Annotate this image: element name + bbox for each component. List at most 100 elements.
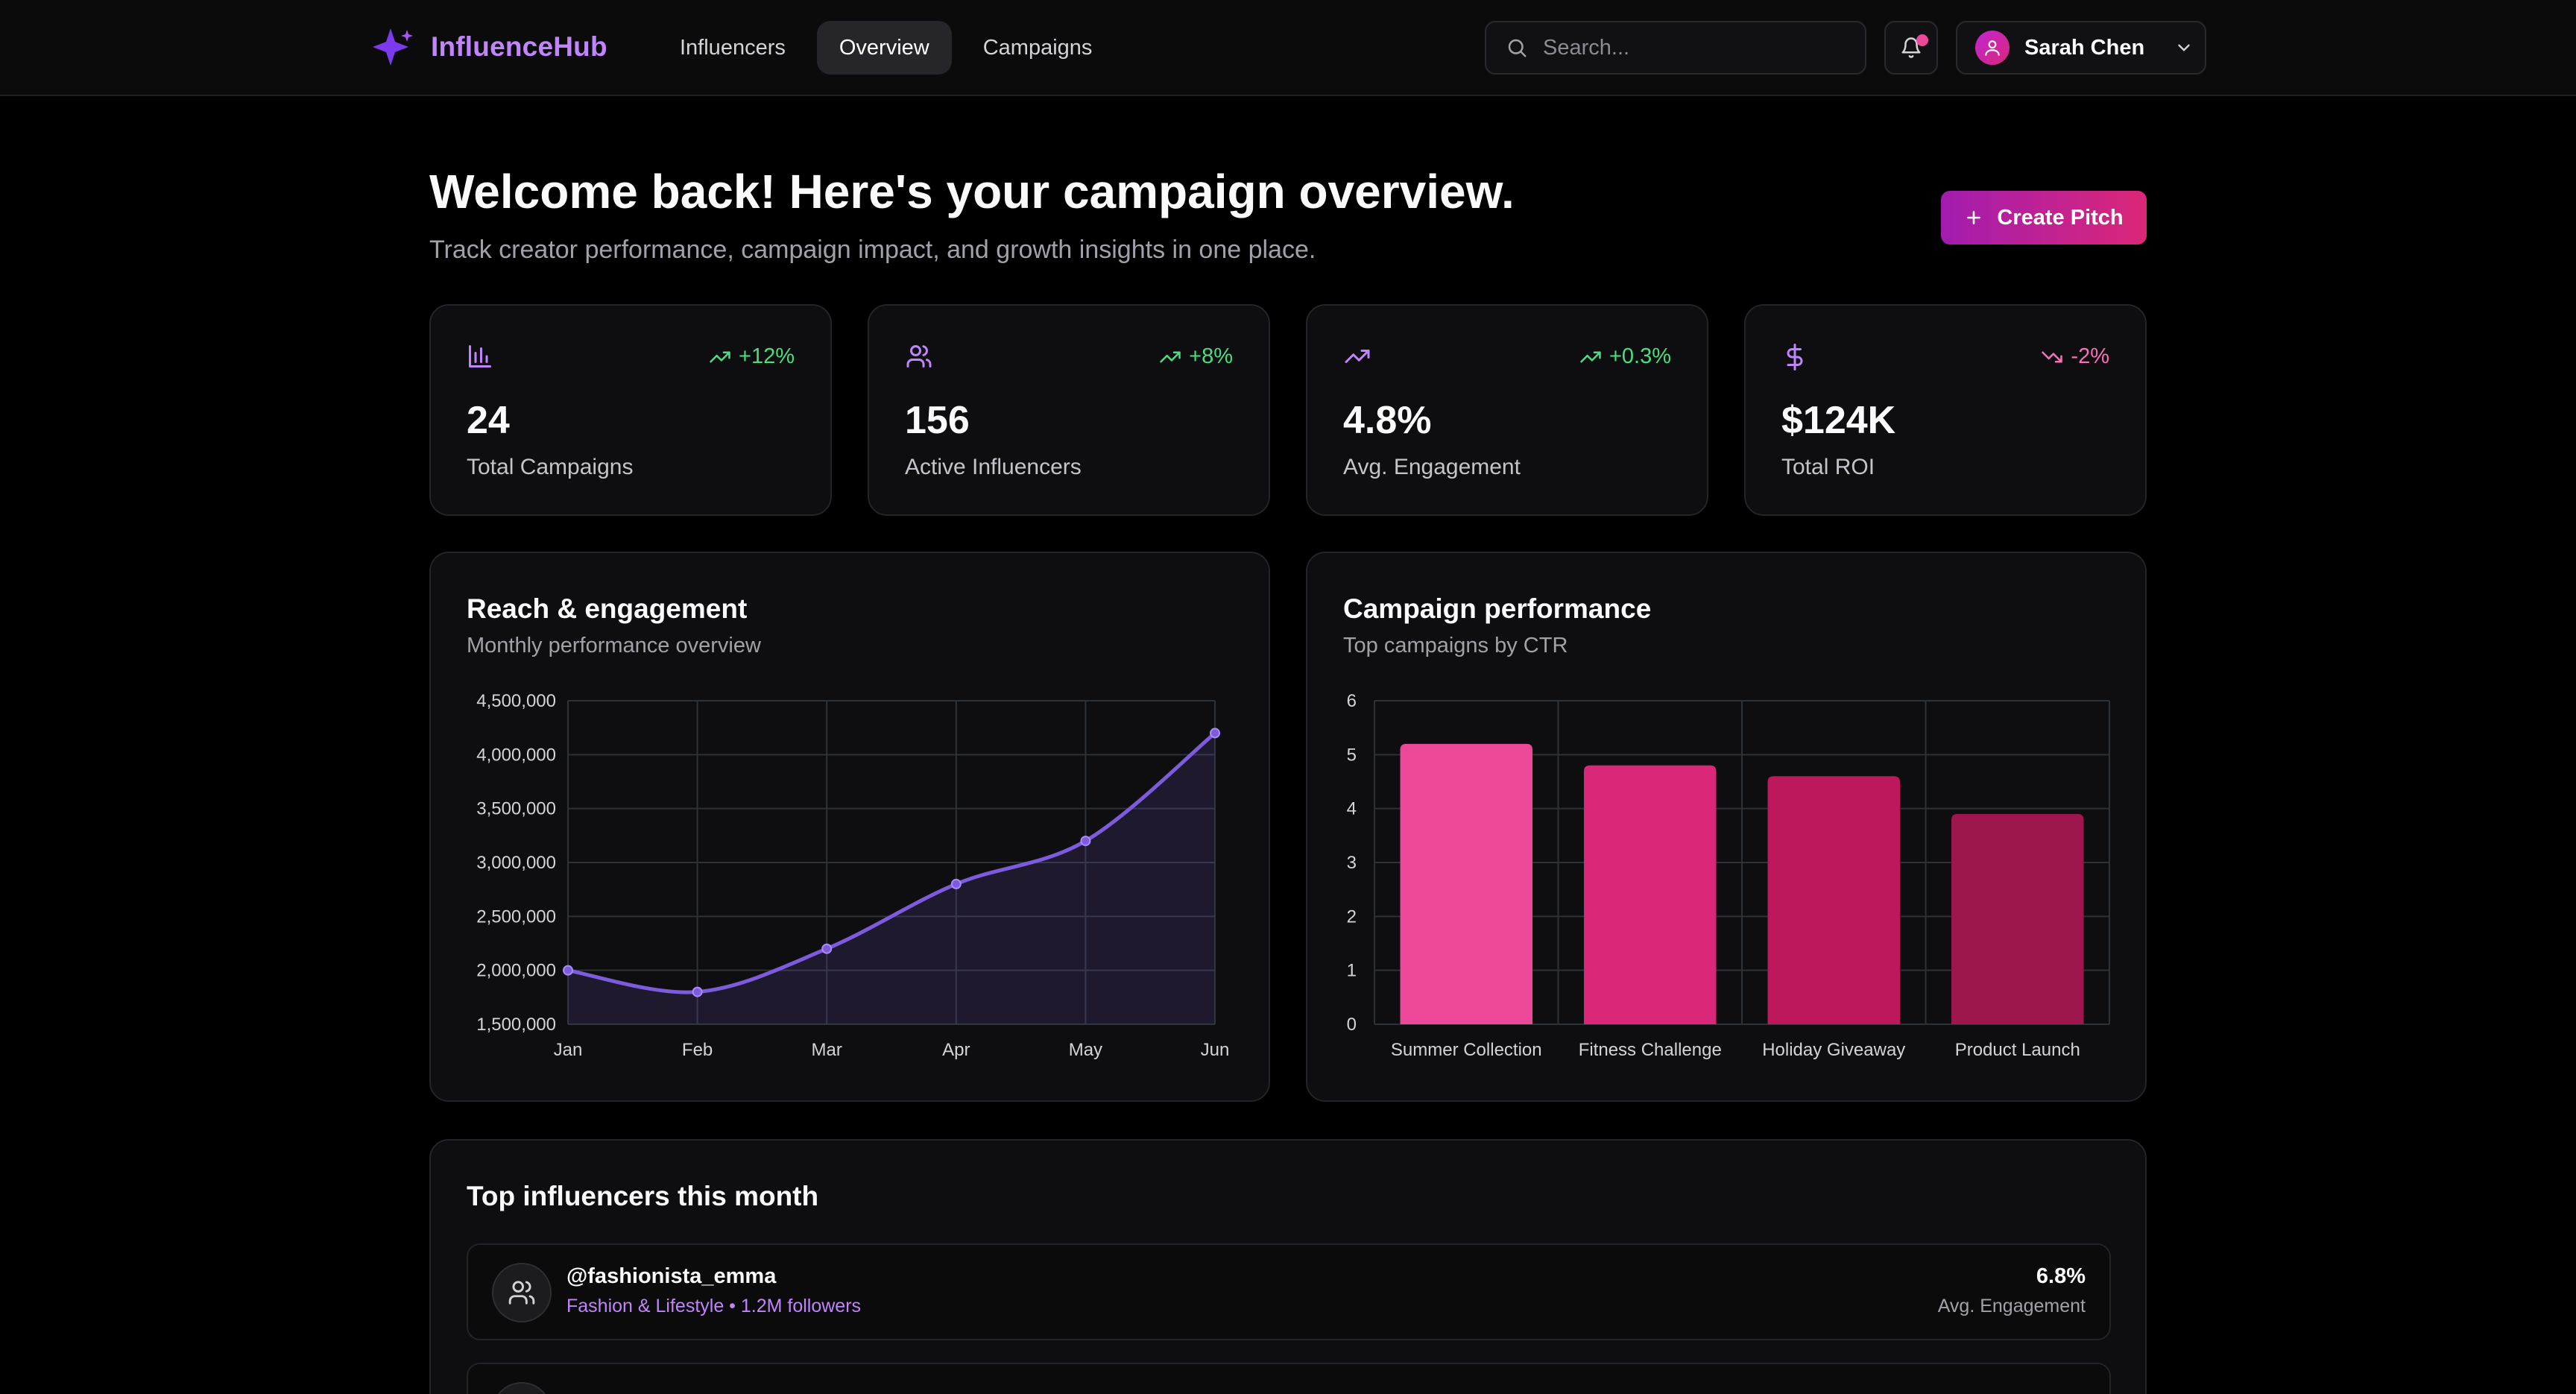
nav-link-overview[interactable]: Overview [816, 21, 952, 75]
stat-label: Avg. Engagement [1343, 455, 1521, 479]
search-box[interactable] [1485, 21, 1866, 75]
campaign-performance-card: 0 1 2 3 4 5 6 Summer Collection Fitness Challeng… [1306, 552, 2147, 1102]
trending-up-icon [1345, 350, 1370, 363]
card-title: Top influencers this month [467, 1181, 819, 1211]
trend-badge: +8% [1159, 344, 1233, 369]
x-tick-label: May [1069, 1040, 1102, 1060]
data-point [950, 878, 962, 889]
series-line [567, 731, 1216, 994]
stat-card-avg-engagement: +0.3% 4.8% Avg. Engagement [1306, 304, 1708, 516]
y-tick-label: 1 [1347, 961, 1357, 981]
influencer-row[interactable] [467, 1363, 2111, 1394]
trending-down-icon [2042, 351, 2063, 362]
user-icon [1985, 40, 2000, 56]
brand-logo[interactable]: InfluenceHub [370, 27, 607, 67]
influencer-engagement: 6.8% [2036, 1264, 2086, 1288]
y-tick-label: 0 [1347, 1015, 1357, 1035]
chevron-down-icon [2178, 44, 2190, 51]
y-tick-label: 1,500,000 [476, 1015, 556, 1035]
x-tick-label: Jun [1201, 1040, 1230, 1060]
influencer-handle: @fashionista_emma [566, 1264, 777, 1288]
nav-link-campaigns[interactable]: Campaigns [982, 35, 1093, 60]
influencer-avatar [492, 1263, 552, 1322]
top-influencers-card: Top influencers this month @fashionista_… [429, 1139, 2147, 1394]
user-menu[interactable]: Sarah Chen [1956, 21, 2206, 75]
trend-badge: +12% [709, 344, 795, 369]
nav-links: Influencers Overview Campaigns [657, 21, 1114, 75]
trending-up-icon [1580, 351, 1601, 362]
search-icon [1508, 39, 1527, 57]
bar [1400, 743, 1532, 1024]
y-tick-label: 4,000,000 [476, 745, 556, 765]
stat-label: Active Influencers [905, 455, 1082, 479]
trend-value: +0.3% [1609, 344, 1671, 368]
stat-card-total-campaigns: +12% 24 Total Campaigns [429, 304, 832, 516]
bar [1584, 765, 1717, 1024]
stat-value: 156 [905, 399, 970, 442]
users-icon [508, 1281, 535, 1305]
influencer-row[interactable]: @fashionista_emma Fashion & Lifestyle • … [467, 1243, 2111, 1340]
card-title: Reach & engagement [467, 593, 748, 624]
card-subtitle: Top campaigns by CTR [1343, 634, 1568, 657]
y-tick-label: 6 [1347, 691, 1357, 711]
page-title: Welcome back! Here's your campaign overv… [429, 165, 1515, 218]
y-tick-label: 4,500,000 [476, 691, 556, 711]
stat-value: 24 [467, 399, 510, 442]
y-tick-label: 5 [1347, 745, 1357, 765]
user-avatar [1975, 31, 2010, 65]
users-icon [906, 345, 932, 368]
user-name: Sarah Chen [2024, 35, 2145, 60]
data-point [1080, 836, 1091, 847]
x-tick-label: Mar [812, 1040, 842, 1060]
x-tick-label: Product Launch [1955, 1040, 2080, 1060]
nav-link-influencers[interactable]: Influencers [680, 35, 786, 60]
stat-card-total-roi: -2% $124K Total ROI [1744, 304, 2147, 516]
dollar-icon [1787, 344, 1803, 370]
create-pitch-label: Create Pitch [1997, 205, 2124, 230]
bar [1767, 776, 1900, 1024]
data-point [563, 965, 573, 976]
influencer-avatar [492, 1382, 552, 1394]
card-subtitle: Monthly performance overview [467, 634, 761, 657]
notifications-button[interactable] [1884, 21, 1938, 75]
data-point [821, 943, 833, 954]
y-tick-label: 3,000,000 [476, 853, 556, 873]
brand-name: InfluenceHub [431, 31, 607, 62]
stat-value: 4.8% [1343, 399, 1432, 442]
engagement-label: Avg. Engagement [1937, 1296, 2086, 1316]
trending-up-icon [710, 351, 730, 362]
trend-value: -2% [2071, 344, 2109, 368]
page-subtitle: Track creator performance, campaign impa… [429, 236, 1316, 264]
bell-icon [1901, 37, 1921, 58]
sparkle-icon [373, 28, 413, 66]
bar-chart-icon [469, 345, 491, 368]
data-point [1210, 728, 1220, 739]
bar [1951, 813, 2084, 1024]
stat-label: Total ROI [1781, 455, 1875, 479]
stat-value: $124K [1781, 399, 1896, 442]
influencer-meta: Fashion & Lifestyle • 1.2M followers [566, 1296, 862, 1316]
x-tick-label: Jan [554, 1040, 583, 1060]
data-point [692, 986, 703, 997]
create-pitch-button[interactable]: Create Pitch [1941, 191, 2147, 245]
reach-area-chart: 1,500,000 2,000,000 2,500,000 3,000,000 3,50… [476, 691, 1230, 1060]
card-title: Campaign performance [1343, 593, 1652, 624]
x-tick-label: Holiday Giveaway [1762, 1040, 1905, 1060]
y-tick-label: 2,000,000 [476, 961, 556, 981]
area-fill [568, 733, 1215, 1024]
x-tick-label: Apr [942, 1040, 970, 1060]
y-tick-label: 3,500,000 [476, 799, 556, 819]
plus-icon [1967, 211, 1981, 224]
x-tick-label: Fitness Challenge [1579, 1040, 1722, 1060]
trend-badge: -2% [2041, 344, 2109, 369]
y-tick-label: 2 [1347, 906, 1357, 927]
trend-badge: +0.3% [1579, 344, 1671, 369]
x-tick-label: Summer Collection [1391, 1040, 1542, 1060]
stat-label: Total Campaigns [467, 455, 634, 479]
y-tick-label: 4 [1347, 799, 1357, 819]
search-input[interactable] [1543, 35, 1841, 60]
campaign-bar-chart: 0 1 2 3 4 5 6 Summer Collection Fitness Challeng… [1347, 691, 2110, 1060]
trending-up-icon [1160, 351, 1181, 362]
trend-value: +8% [1189, 344, 1233, 368]
stat-card-active-influencers: +8% 156 Active Influencers [868, 304, 1270, 516]
